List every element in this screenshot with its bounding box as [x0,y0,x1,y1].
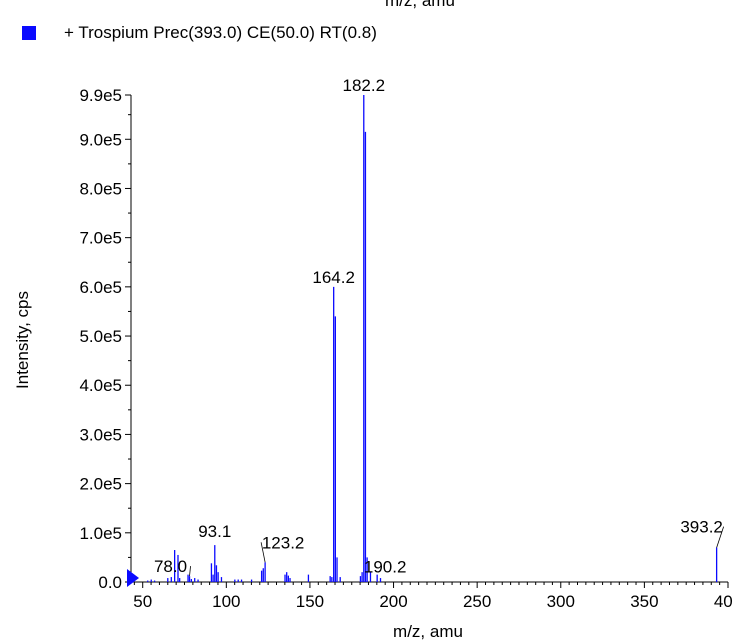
peak-label: 393.2 [680,518,723,537]
y-tick-label: 6.0e5 [79,278,122,297]
legend-label: + Trospium Prec(393.0) CE(50.0) RT(0.8) [64,23,377,42]
x-tick-label: 350 [630,592,658,611]
y-axis-ticks: 0.0 1.0e5 2.0e5 3.0e5 4.0e5 5.0e5 6.0e5 7.0e5 8.… [79,86,131,592]
peak-labels: 182.2 164.2 93.1 393.2 123.2 190.2 78.0 [154,76,725,577]
x-tick-label: 250 [463,592,491,611]
y-tick-label: 3.0e5 [79,425,122,444]
y-tick-label: 4.0e5 [79,376,122,395]
x-tick-label: 50 [133,592,152,611]
peak-label: 164.2 [312,268,355,287]
y-axis-title: Intensity, cps [13,291,32,389]
y-tick-label: 0.0 [98,573,122,592]
peak-label: 78.0 [154,557,187,576]
legend-color-swatch [22,26,36,40]
y-tick-label: 5.0e5 [79,327,122,346]
y-tick-label: 1.0e5 [79,524,122,543]
baseline-marker [127,569,139,587]
y-tick-label: 8.0e5 [79,179,122,198]
x-tick-label: 100 [212,592,240,611]
x-axis-title: m/z, amu [393,622,463,641]
spectrum-peaks [147,95,718,582]
x-tick-label: 150 [296,592,324,611]
y-tick-label: 9.0e5 [79,130,122,149]
peak-label-leader [716,526,725,548]
peak-label-leader [260,542,266,563]
top-axis-title-clipped: m/z, amu [385,0,455,10]
x-tick-label: 400 [714,592,733,611]
x-tick-label: 300 [547,592,575,611]
x-axis-ticks: 50 100 150 200 250 300 350 400 [133,582,733,611]
y-tick-label: 9.9e5 [79,86,122,105]
y-tick-label: 2.0e5 [79,475,122,494]
peak-label: 93.1 [198,522,231,541]
peak-label-leader [189,566,191,577]
peak-label: 123.2 [262,533,305,552]
y-tick-label: 7.0e5 [79,229,122,248]
x-tick-label: 200 [379,592,407,611]
peak-label: 182.2 [343,76,386,95]
peak-label: 190.2 [364,558,407,577]
